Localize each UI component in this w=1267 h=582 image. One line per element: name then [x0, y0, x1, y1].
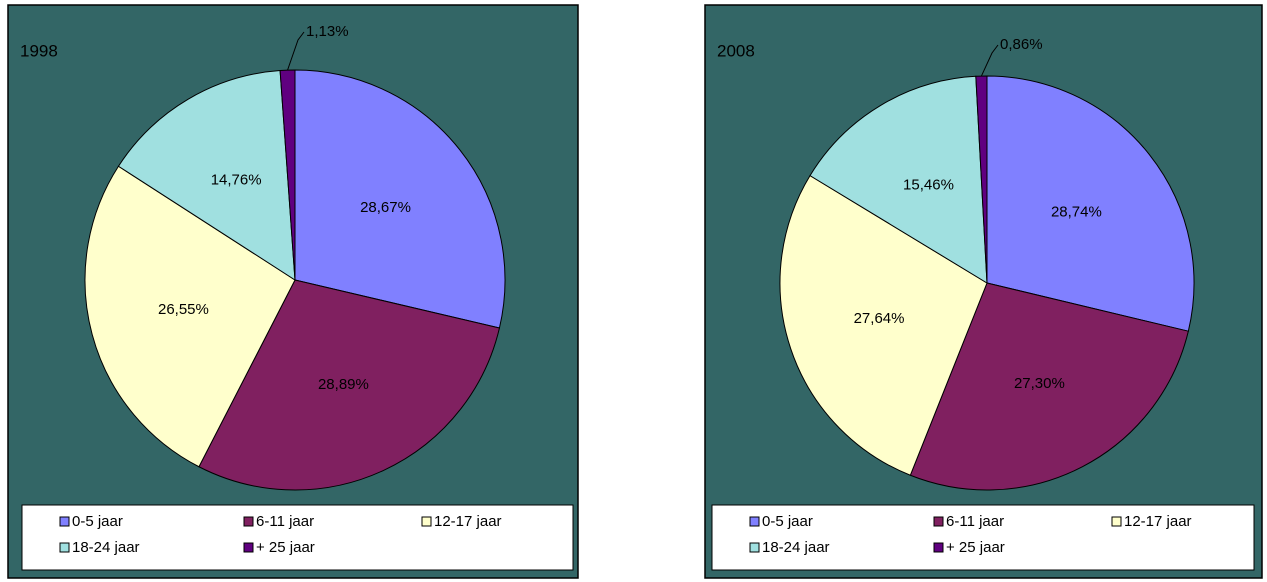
- legend-swatch: [421, 516, 432, 527]
- data-label: 28,74%: [1051, 203, 1102, 220]
- data-label: 27,64%: [854, 310, 905, 327]
- legend-label: + 25 jaar: [256, 539, 315, 556]
- legend-swatch: [59, 542, 70, 553]
- legend-swatch: [933, 542, 944, 553]
- data-label: 27,30%: [1014, 375, 1065, 392]
- legend-swatch: [1111, 516, 1122, 527]
- legend-label: 12-17 jaar: [1124, 513, 1192, 530]
- legend-label: 6-11 jaar: [946, 513, 1004, 530]
- pie-slice: [84, 165, 296, 468]
- data-label: 1,13%: [306, 23, 349, 40]
- legend-swatch: [749, 542, 760, 553]
- data-label: 15,46%: [903, 176, 954, 193]
- legend-swatch: [749, 516, 760, 527]
- legend-label: 12-17 jaar: [434, 513, 502, 530]
- pie-slice: [909, 282, 1189, 491]
- pie-slice: [779, 174, 988, 476]
- legend-swatch: [243, 516, 254, 527]
- chart-title: 2008: [717, 41, 755, 60]
- legend-swatch: [59, 516, 70, 527]
- pie-slice: [294, 69, 506, 329]
- pie-slice: [986, 75, 1195, 332]
- pie-slice: [117, 69, 296, 281]
- pie-slice: [809, 75, 988, 284]
- leader-line: [287, 31, 305, 71]
- data-label: 26,55%: [158, 301, 209, 318]
- pie-slice: [198, 279, 501, 491]
- data-label: 28,67%: [360, 199, 411, 216]
- legend-label: 6-11 jaar: [256, 513, 314, 530]
- legend-label: 0-5 jaar: [72, 513, 123, 530]
- chart-title: 1998: [20, 41, 58, 60]
- data-label: 14,76%: [211, 172, 262, 189]
- data-label: 0,86%: [1000, 36, 1043, 53]
- legend-swatch: [933, 516, 944, 527]
- legend: [711, 504, 1255, 571]
- legend: [21, 504, 574, 571]
- data-label: 28,89%: [318, 376, 369, 393]
- pie-slice: [975, 75, 988, 284]
- legend-swatch: [243, 542, 254, 553]
- legend-label: 18-24 jaar: [762, 539, 830, 556]
- leader-line: [980, 44, 999, 77]
- legend-label: 18-24 jaar: [72, 539, 140, 556]
- legend-label: + 25 jaar: [946, 539, 1005, 556]
- legend-label: 0-5 jaar: [762, 513, 813, 530]
